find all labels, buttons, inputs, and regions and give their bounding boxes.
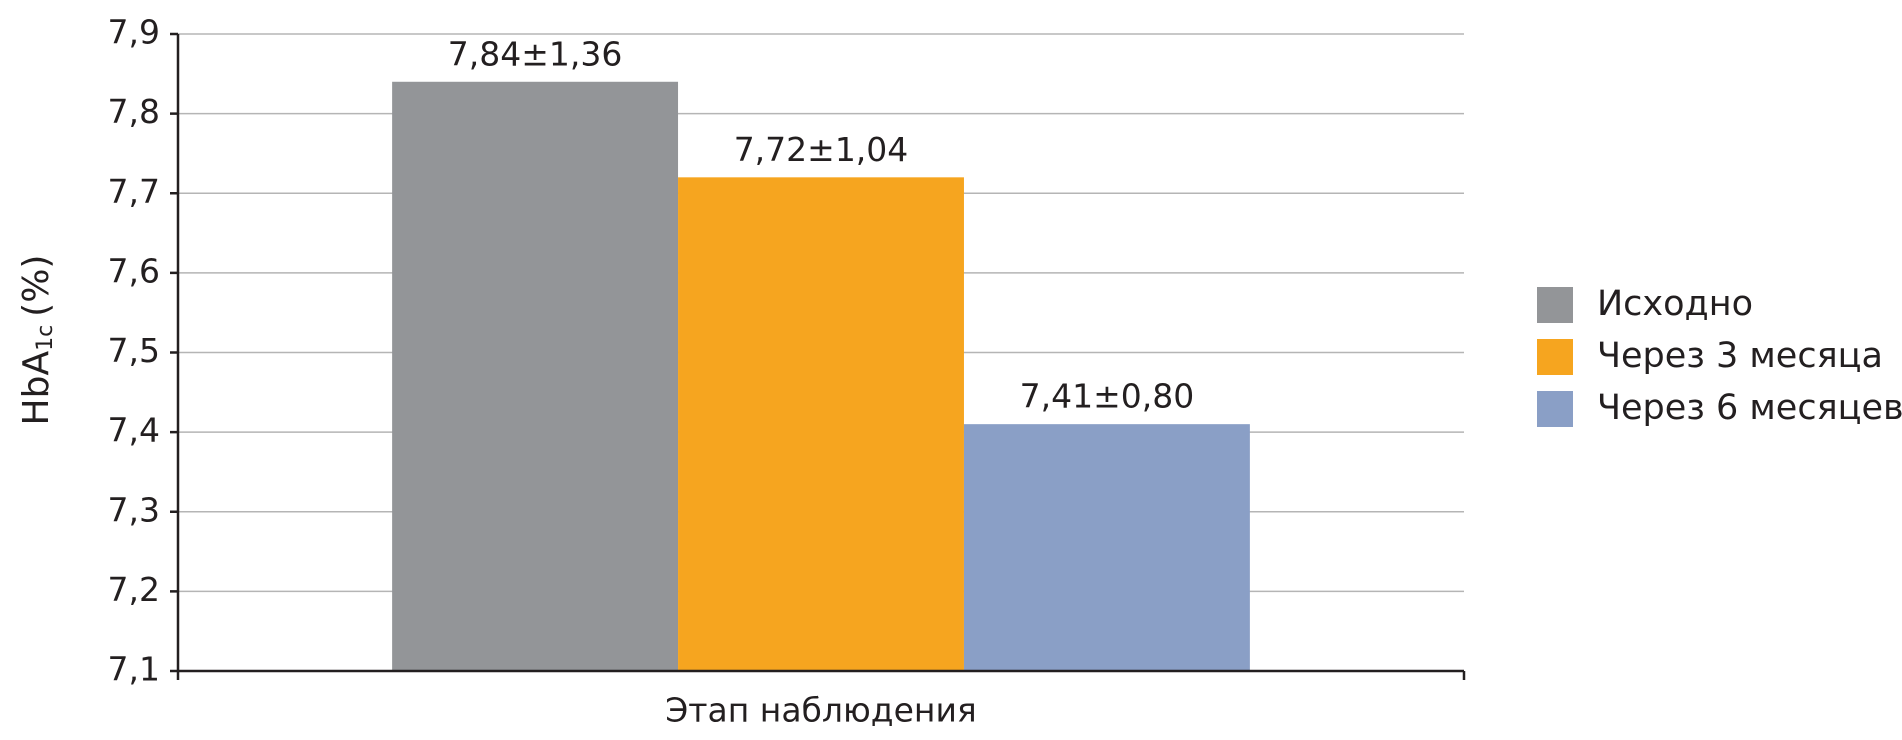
value-label: 7,41±0,80 — [1020, 377, 1195, 416]
y-tick-label: 7,3 — [108, 490, 160, 529]
legend-swatch — [1537, 391, 1573, 427]
y-tick-label: 7,1 — [108, 650, 160, 689]
legend-swatch — [1537, 287, 1573, 323]
y-label-suffix: (%) — [16, 255, 57, 317]
bar — [678, 177, 964, 671]
y-label-main: HbA — [16, 351, 57, 426]
legend-label: Через 3 месяца — [1597, 336, 1883, 376]
legend-label: Исходно — [1597, 284, 1753, 324]
value-label: 7,72±1,04 — [734, 130, 909, 169]
y-tick-label: 7,2 — [108, 570, 160, 609]
y-tick-label: 7,9 — [108, 13, 160, 52]
y-tick-label: 7,6 — [108, 251, 160, 290]
legend-label: Через 6 месяцев — [1597, 388, 1902, 428]
y-tick-label: 7,8 — [108, 92, 160, 131]
x-axis-label: Этап наблюдения — [665, 691, 977, 730]
value-label: 7,84±1,36 — [448, 34, 623, 73]
legend-swatch — [1537, 339, 1573, 375]
y-axis-label: HbA1c (%) — [16, 255, 58, 426]
y-tick-label: 7,4 — [108, 411, 160, 450]
y-tick-label: 7,5 — [108, 331, 160, 370]
bar — [392, 81, 679, 671]
bar — [963, 424, 1250, 671]
y-tick-label: 7,7 — [108, 172, 160, 211]
y-label-sub: 1c — [33, 325, 58, 351]
